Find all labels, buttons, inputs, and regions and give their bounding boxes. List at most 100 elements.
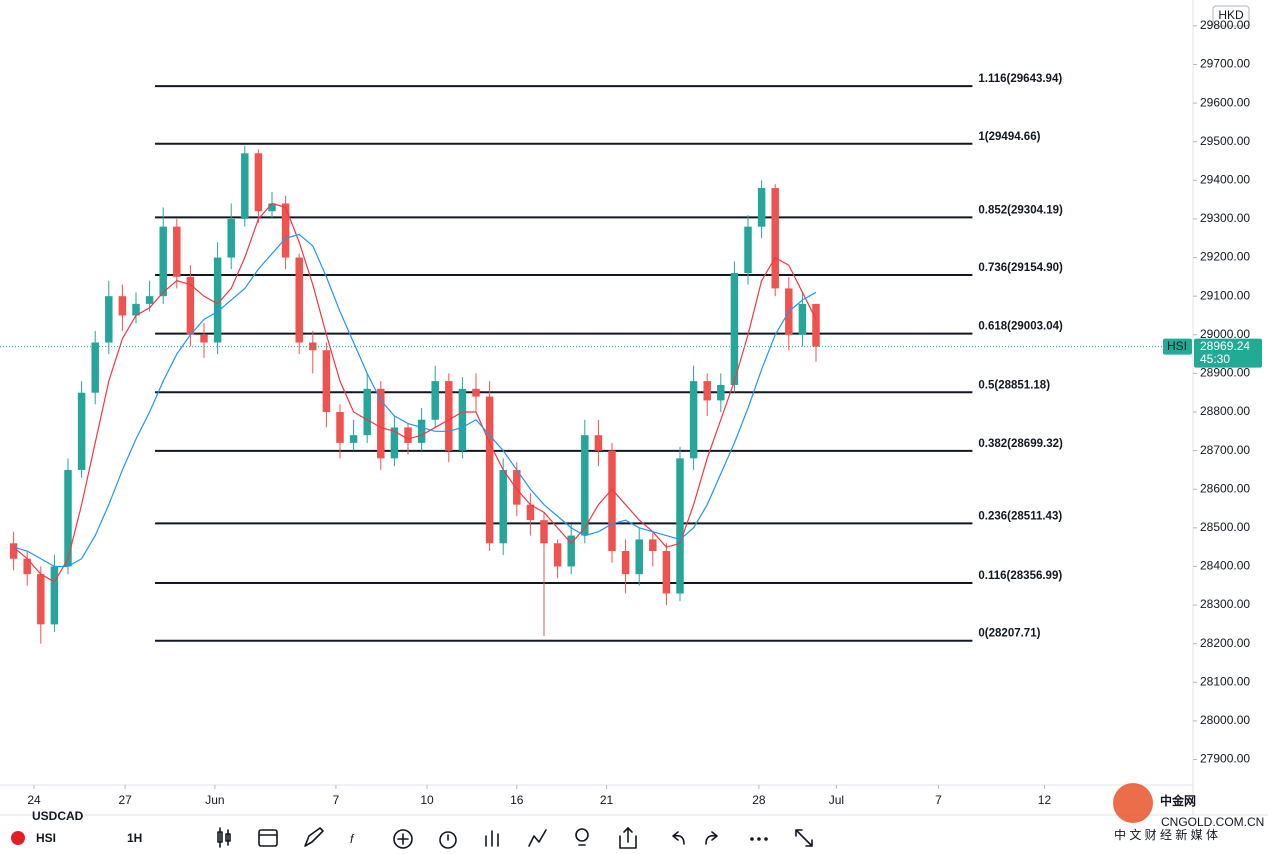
fib-label: 1(29494.66) [978,131,1040,143]
candle-body [771,188,779,289]
y-tick-label: 28600.00 [1200,481,1250,495]
candle-body [689,381,698,459]
candle-body [567,535,575,567]
y-tick-label: 29300.00 [1200,211,1250,225]
x-tick-label: 27 [118,793,132,807]
y-tick-label: 28200.00 [1200,636,1250,650]
logo: 中金网 CNGOLD.COM.CN 中 文 财 经 新 媒 体 [1113,783,1264,842]
y-tick-label: 28700.00 [1200,443,1250,457]
candle-body [540,520,548,544]
y-tick-label: 28900.00 [1200,366,1250,380]
currency-box[interactable] [1212,5,1250,27]
alert-icon[interactable] [439,831,457,849]
toolbar-symbol[interactable]: HSI [36,831,56,845]
candle-body [757,188,766,227]
candle-body [417,419,426,443]
candle-body [377,388,385,459]
candle-body [499,469,507,544]
candle-body [77,392,86,470]
y-tick-label: 29500.00 [1200,134,1250,148]
candle-body [730,272,739,385]
y-tick-label: 29000.00 [1200,327,1250,341]
candle-body [812,303,820,347]
candle-body [526,504,535,521]
fib-label: 0.618(29003.04) [978,321,1063,333]
y-tick-label: 28400.00 [1200,559,1250,573]
toolbar-interval[interactable]: 1H [127,831,142,845]
candle-body [717,384,725,401]
y-tick-label: 28800.00 [1200,404,1250,418]
candle-body [9,543,18,559]
symbol-tag [1163,338,1192,355]
candle-body [23,558,31,575]
fib-label: 1.116(29643.94) [978,73,1062,85]
idea-icon[interactable] [575,828,589,846]
candle-body [703,381,711,401]
candle-body [581,435,589,536]
candle-body [635,539,643,575]
candle-body [472,388,480,397]
draw-icon[interactable] [304,827,324,847]
logo-mark [1113,783,1153,823]
candle-body [37,574,45,625]
more-icon[interactable] [750,837,768,841]
candle-body [145,296,154,304]
last-price-box [1194,338,1262,368]
candle-body [227,218,235,258]
candle-body [50,566,59,625]
candle-body [431,381,439,420]
candle-body [159,226,167,297]
x-tick-label: 7 [333,793,340,807]
candle-body [91,342,99,393]
candle-body [254,153,263,212]
x-tick-label: 16 [510,793,524,807]
symbol-flag [11,831,25,845]
candle-icon[interactable] [217,827,231,848]
add-icon[interactable] [393,829,413,849]
calendar-icon[interactable] [258,829,278,847]
candle-body [363,388,371,436]
last-price-label: 28969.24 [1200,339,1250,353]
fullscreen-icon[interactable] [795,829,813,847]
candle-body [64,469,72,567]
y-tick-label: 29400.00 [1200,172,1250,186]
candle-body [404,427,412,443]
candle-body [594,435,603,451]
fib-label: 0.382(28699.32) [978,438,1063,450]
y-tick-label: 29100.00 [1200,288,1250,302]
logo-tagline: 中 文 财 经 新 媒 体 [1114,827,1218,842]
candle-body [295,257,303,343]
logo-site: CNGOLD.COM.CN [1161,815,1264,829]
candle-body [458,388,467,451]
indicator-icon[interactable]: f [350,832,355,846]
candle-body [268,203,276,212]
y-tick-label: 28100.00 [1200,674,1250,688]
fib-label: 0.5(28851.18) [978,379,1050,391]
compare-icon[interactable] [528,829,547,847]
fib-label: 0(28207.71) [978,628,1040,640]
y-tick-label: 27900.00 [1200,752,1250,766]
x-tick-label: Jun [205,793,224,807]
y-tick-label: 28500.00 [1200,520,1250,534]
bars-icon[interactable] [485,830,499,847]
y-tick-label: 29700.00 [1200,57,1250,71]
candle-body [608,450,616,552]
fib-label: 0.236(28511.43) [978,510,1062,522]
redo-icon[interactable] [705,831,718,845]
candle-body [676,458,684,594]
moving-average [13,233,817,568]
y-tick-label: 29800.00 [1200,18,1250,32]
toolbar: HSI 1H f [11,827,813,849]
x-tick-label: 24 [27,793,41,807]
candle-body [649,539,657,552]
undo-icon[interactable] [672,831,685,845]
x-tick-label: Jul [829,793,844,807]
candle-body [662,551,671,594]
candle-body [186,276,195,335]
fib-label: 0.736(29154.90) [978,262,1063,274]
share-icon[interactable] [619,827,637,849]
candle-body [513,469,521,505]
candle-body [336,411,344,443]
